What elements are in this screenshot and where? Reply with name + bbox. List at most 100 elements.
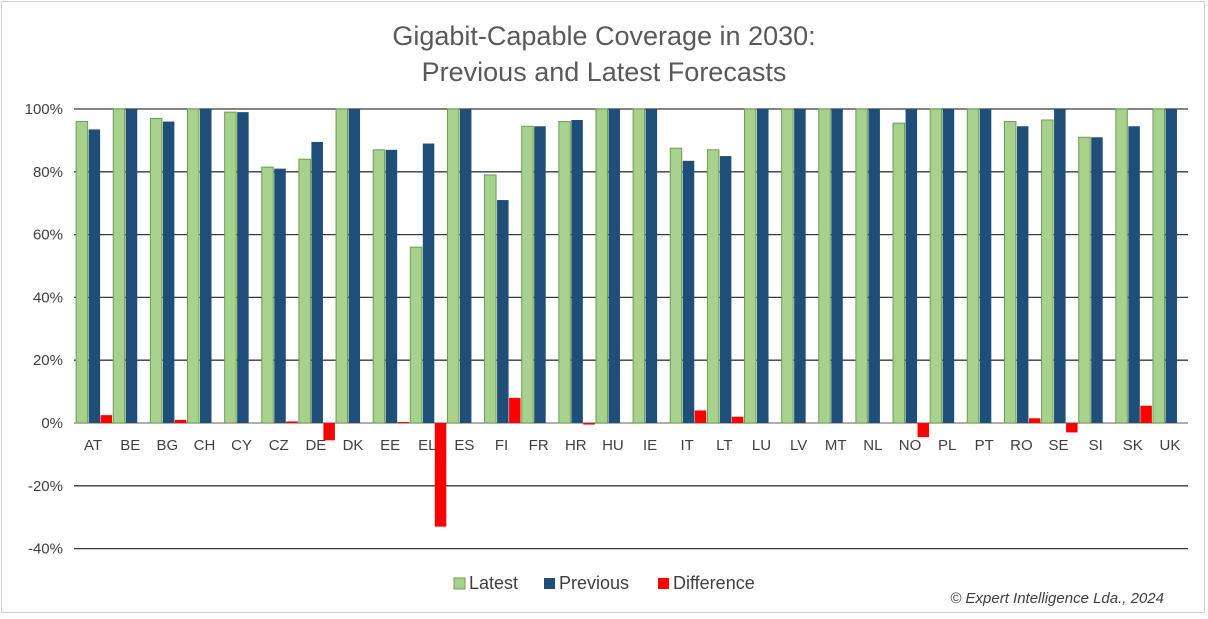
legend-label: Previous [559, 573, 629, 593]
bar-previous [942, 109, 955, 423]
legend: Latest Previous Difference [453, 573, 755, 593]
bar-latest [335, 108, 349, 424]
bar-previous [1091, 137, 1103, 423]
x-tick-label: DK [343, 437, 364, 454]
bar-latest [744, 108, 757, 424]
bar-latest [892, 122, 906, 424]
legend-swatch [453, 577, 466, 590]
y-tick-label: 60% [33, 227, 63, 244]
bar-difference [286, 421, 298, 423]
bar-previous [1016, 126, 1029, 424]
bar-previous [311, 141, 323, 423]
bar-previous [459, 109, 472, 423]
bar-previous [200, 109, 212, 423]
bar-latest [409, 246, 423, 424]
bar-latest [706, 149, 720, 424]
bar-previous [237, 112, 249, 423]
x-tick-label: LU [752, 437, 771, 454]
x-tick-label: LT [716, 437, 732, 454]
gridlines [74, 108, 1188, 550]
x-tick-label: SK [1123, 437, 1143, 454]
bar-latest [818, 108, 831, 424]
x-tick-label: SI [1089, 437, 1103, 454]
x-tick-label: BE [120, 437, 140, 454]
bar-latest [1003, 121, 1017, 424]
legend-label: Difference [673, 573, 755, 593]
bar-difference [1140, 405, 1152, 423]
x-tick-label: EL [418, 437, 436, 454]
y-tick-label: -40% [28, 541, 63, 558]
bar-difference [100, 415, 113, 423]
x-tick-label: IT [681, 437, 694, 454]
bar-previous [868, 109, 880, 423]
bar-previous [88, 129, 101, 423]
x-tick-label: MT [825, 437, 847, 454]
bar-previous [645, 109, 658, 423]
x-tick-label: NL [863, 437, 882, 454]
bar-latest [1152, 108, 1165, 424]
bar-difference [174, 419, 187, 423]
legend-label: Latest [469, 573, 518, 593]
bar-latest [372, 149, 386, 424]
bar-previous [831, 109, 843, 423]
x-tick-label: HU [602, 437, 624, 454]
bar-previous [608, 109, 620, 423]
y-tick-label: 100% [25, 101, 63, 118]
x-tick-label: PT [975, 437, 994, 454]
bar-latest [261, 166, 274, 424]
bar-previous [905, 109, 918, 423]
bar-latest [1115, 108, 1128, 424]
y-tick-label: -20% [28, 478, 63, 495]
x-tick-label: CH [194, 437, 216, 454]
x-tick-label: SE [1049, 437, 1069, 454]
bars [75, 108, 1177, 527]
bar-latest [558, 121, 571, 424]
bar-latest [149, 117, 163, 424]
bar-difference [731, 416, 744, 423]
bar-latest [781, 108, 794, 424]
bar-previous [719, 156, 732, 423]
bar-difference [509, 397, 521, 423]
bar-latest [595, 108, 608, 424]
x-tick-label: FI [495, 437, 508, 454]
bar-latest [298, 158, 311, 424]
x-tick-label: BG [156, 437, 178, 454]
bar-latest [929, 108, 943, 424]
copyright-note: © Expert Intelligence Lda., 2024 [950, 590, 1164, 607]
bar-difference [323, 423, 335, 441]
bar-latest [632, 108, 646, 424]
legend-swatch [658, 578, 669, 589]
x-tick-label: RO [1010, 437, 1033, 454]
x-tick-label: DE [305, 437, 326, 454]
x-tick-label: HR [565, 437, 587, 454]
bar-latest [1041, 119, 1054, 424]
bar-latest [224, 111, 237, 424]
bar-previous [422, 143, 435, 424]
y-tick-label: 40% [33, 289, 63, 306]
x-tick-label: CY [231, 437, 252, 454]
bar-difference [434, 423, 447, 527]
bar-difference [397, 422, 410, 424]
chart-title-line: Previous and Latest Forecasts [422, 57, 787, 87]
y-tick-label: 0% [41, 415, 63, 432]
bar-previous [497, 200, 509, 423]
bar-latest [75, 121, 89, 424]
bar-previous [348, 109, 361, 423]
bar-previous [274, 168, 286, 423]
bar-previous [125, 109, 138, 423]
x-axis-labels: AT BE BG CH CY CZ DE DK EE EL ES FI FR HR HU IE IT LT LU LV… [84, 437, 1180, 454]
bar-previous [757, 109, 769, 423]
x-tick-label: EE [380, 437, 400, 454]
bar-latest [855, 108, 868, 424]
bar-latest [1078, 136, 1091, 424]
chart-title-line: Gigabit-Capable Coverage in 2030: [392, 21, 815, 51]
bar-difference [694, 410, 707, 423]
bar-latest [484, 174, 497, 424]
x-tick-label: ES [454, 437, 474, 454]
x-tick-label: IE [643, 437, 657, 454]
bar-latest [966, 108, 980, 424]
y-tick-label: 20% [33, 352, 63, 369]
bar-previous [682, 160, 695, 423]
